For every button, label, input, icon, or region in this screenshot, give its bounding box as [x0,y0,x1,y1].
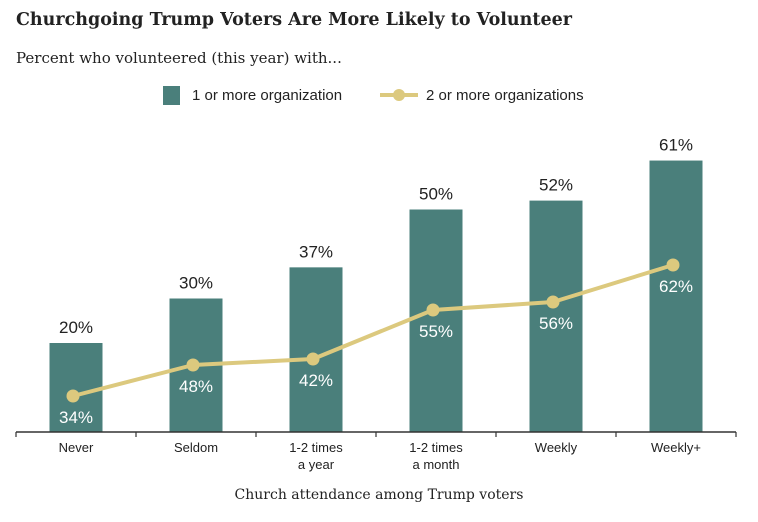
line-value-label: 34% [59,408,93,427]
bar-value-label: 37% [299,242,333,261]
bar [49,343,103,432]
x-tick-label: 1-2 times a month [409,440,463,472]
x-tick-label: Seldom [174,440,218,455]
x-tick-label: Weekly+ [651,440,701,455]
line-value-label: 42% [299,371,333,390]
legend-item-line: 2 or more organizations [380,84,584,106]
line-point [306,352,320,366]
bar-value-label: 52% [539,176,573,195]
chart-title: Churchgoing Trump Voters Are More Likely… [16,10,572,30]
x-tick-label: Never [59,440,94,455]
bar [529,200,583,432]
bar-value-label: 61% [659,136,693,155]
bar-value-label: 50% [419,185,453,204]
line-value-label: 48% [179,377,213,396]
line-point [426,303,440,317]
x-axis-title: Church attendance among Trump voters [234,487,524,503]
line-point [666,258,680,272]
legend-label-bars: 1 or more organization [192,86,343,104]
bar [649,160,703,433]
line-value-label: 55% [419,322,453,341]
bar [409,209,463,432]
bar-value-label: 30% [179,274,213,293]
chart-subtitle: Percent who volunteered (this year) with… [16,49,342,67]
x-tick-label: Weekly [535,440,578,455]
legend-label-line: 2 or more organizations [426,86,584,104]
legend-swatch-bar [163,85,180,105]
chart-legend: 1 or more organization 2 or more organiz… [0,84,758,106]
legend-item-bars: 1 or more organization [163,84,342,106]
line-point [546,295,560,309]
line-value-label: 56% [539,314,573,333]
line-series-2-or-more [72,263,674,398]
bar-value-label: 20% [59,318,93,337]
legend-swatch-line [380,89,418,101]
line-point [66,389,80,403]
line-point [186,358,200,372]
x-tick-label: 1-2 times a year [289,440,343,472]
line-value-label: 62% [659,277,693,296]
